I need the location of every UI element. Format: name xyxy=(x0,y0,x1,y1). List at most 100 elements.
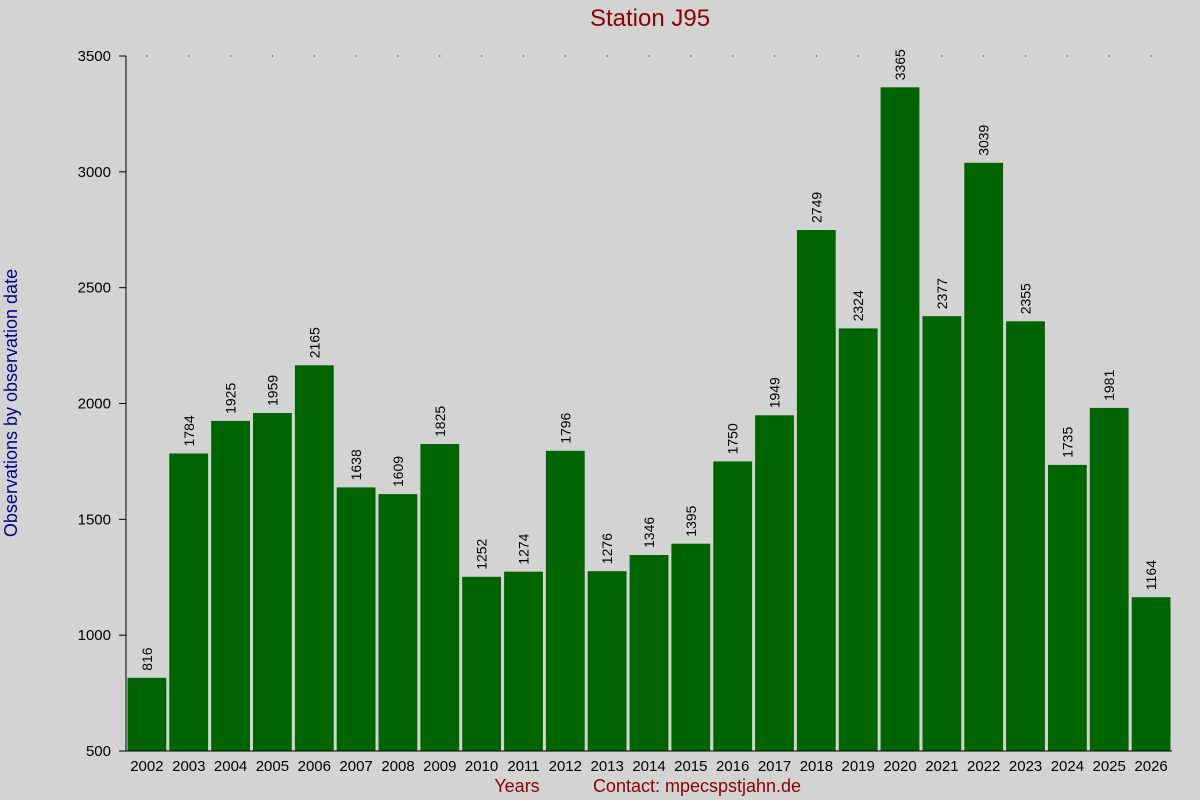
grid-dot xyxy=(1025,55,1027,57)
value-label-2002: 816 xyxy=(139,647,155,671)
value-label-2005: 1959 xyxy=(264,375,280,406)
value-label-2014: 1346 xyxy=(641,517,657,548)
value-label-2012: 1796 xyxy=(557,412,573,443)
value-label-2024: 1735 xyxy=(1059,427,1075,458)
bar-2015 xyxy=(671,543,711,751)
grid-dot xyxy=(774,55,775,57)
x-tick-label-2023: 2023 xyxy=(1009,758,1042,775)
value-label-2021: 2377 xyxy=(934,278,950,309)
grid-dot xyxy=(1108,55,1110,57)
bar-2021 xyxy=(922,316,962,751)
bar-2003 xyxy=(169,453,209,751)
grid-dot xyxy=(857,55,859,57)
x-tick-label-2018: 2018 xyxy=(800,758,833,775)
bar-2004 xyxy=(211,420,250,751)
x-axis-label: Years xyxy=(494,776,539,796)
bar-2002 xyxy=(127,677,167,751)
y-tick-label-1000: 1000 xyxy=(78,627,111,644)
y-tick-label-3000: 3000 xyxy=(78,164,111,181)
grid-dot xyxy=(983,55,985,57)
value-label-2010: 1252 xyxy=(474,538,490,569)
x-tick-label-2022: 2022 xyxy=(967,758,1000,775)
grid-dot xyxy=(815,55,817,57)
value-label-2016: 1750 xyxy=(725,423,741,454)
grid-dot xyxy=(1150,55,1152,57)
x-axis: 2002 2003 2004 2005 2006 2007 2008 2009 2010 2011… xyxy=(126,750,1172,775)
x-tick-label-2019: 2019 xyxy=(842,758,875,775)
bar-2017 xyxy=(755,415,794,751)
x-tick-label-2021: 2021 xyxy=(925,758,958,775)
x-tick-label-2016: 2016 xyxy=(716,758,749,775)
bar-2025 xyxy=(1089,407,1129,751)
value-label-2003: 1784 xyxy=(181,415,197,446)
x-tick-label-2002: 2002 xyxy=(130,758,163,775)
value-label-2013: 1276 xyxy=(599,533,615,564)
x-tick-label-2017: 2017 xyxy=(758,758,791,775)
grid-dot xyxy=(1066,55,1068,57)
grid-dot xyxy=(690,55,692,57)
bar-2019 xyxy=(838,328,878,751)
grid-dots xyxy=(146,55,1152,57)
bar-2013 xyxy=(587,571,627,751)
y-axis: 500 1000 1500 2000 2500 3000 3500 xyxy=(78,48,127,760)
y-axis-label: Observations by observation date xyxy=(1,269,21,537)
bar-2006 xyxy=(294,365,334,751)
grid-dot xyxy=(564,55,566,57)
value-label-2026: 1164 xyxy=(1143,560,1159,590)
y-tick-label-2000: 2000 xyxy=(78,396,111,413)
bar-2005 xyxy=(253,413,292,751)
contact-label: Contact: mpecspstjahn.de xyxy=(593,776,801,796)
value-label-2020: 3365 xyxy=(892,49,908,80)
bar-2018 xyxy=(796,230,836,751)
x-tick-label-2010: 2010 xyxy=(465,758,498,775)
bar-2014 xyxy=(629,555,669,751)
value-label-2025: 1981 xyxy=(1101,370,1117,401)
y-tick-label-500: 500 xyxy=(86,743,111,760)
y-tick-label-1500: 1500 xyxy=(78,511,111,528)
bar-2016 xyxy=(713,461,753,751)
x-tick-label-2006: 2006 xyxy=(298,758,331,775)
x-tick-label-2012: 2012 xyxy=(549,758,582,775)
grid-dot xyxy=(271,55,273,57)
grid-dot xyxy=(146,55,148,57)
x-tick-label-2013: 2013 xyxy=(591,758,624,775)
bar-2022 xyxy=(964,162,1004,752)
x-tick-label-2008: 2008 xyxy=(381,758,414,775)
grid-dot xyxy=(648,55,650,57)
bar-2007 xyxy=(336,487,376,751)
value-label-2017: 1949 xyxy=(767,377,783,408)
bar-2011 xyxy=(504,571,543,751)
x-tick-label-2005: 2005 xyxy=(256,758,289,775)
value-label-2004: 1925 xyxy=(223,383,239,414)
grid-dot xyxy=(899,55,901,57)
bar-2024 xyxy=(1048,464,1087,751)
x-tick-label-2020: 2020 xyxy=(883,758,916,775)
grid-dot xyxy=(397,55,399,57)
x-tick-label-2011: 2011 xyxy=(507,758,539,775)
value-label-2019: 2324 xyxy=(850,290,866,321)
value-label-2009: 1825 xyxy=(432,406,448,437)
bar-2020 xyxy=(880,87,920,752)
y-tick-label-2500: 2500 xyxy=(78,280,111,297)
bar-2008 xyxy=(378,494,418,751)
x-tick-label-2003: 2003 xyxy=(172,758,205,775)
value-label-2022: 3039 xyxy=(976,124,992,155)
grid-dot xyxy=(230,55,232,57)
x-tick-label-2014: 2014 xyxy=(632,758,665,775)
grid-dot xyxy=(188,55,190,57)
grid-dot xyxy=(355,55,357,57)
value-label-2008: 1609 xyxy=(390,456,406,487)
value-label-2018: 2749 xyxy=(808,192,824,223)
x-tick-label-2007: 2007 xyxy=(339,758,372,775)
grid-dot xyxy=(439,55,441,57)
bars xyxy=(127,87,1171,752)
value-label-2006: 2165 xyxy=(306,327,322,358)
x-tick-label-2009: 2009 xyxy=(423,758,456,775)
grid-dot xyxy=(732,55,734,57)
bar-2009 xyxy=(420,444,460,751)
bar-2012 xyxy=(545,450,585,751)
grid-dot xyxy=(313,55,315,57)
grid-dot xyxy=(941,55,943,57)
